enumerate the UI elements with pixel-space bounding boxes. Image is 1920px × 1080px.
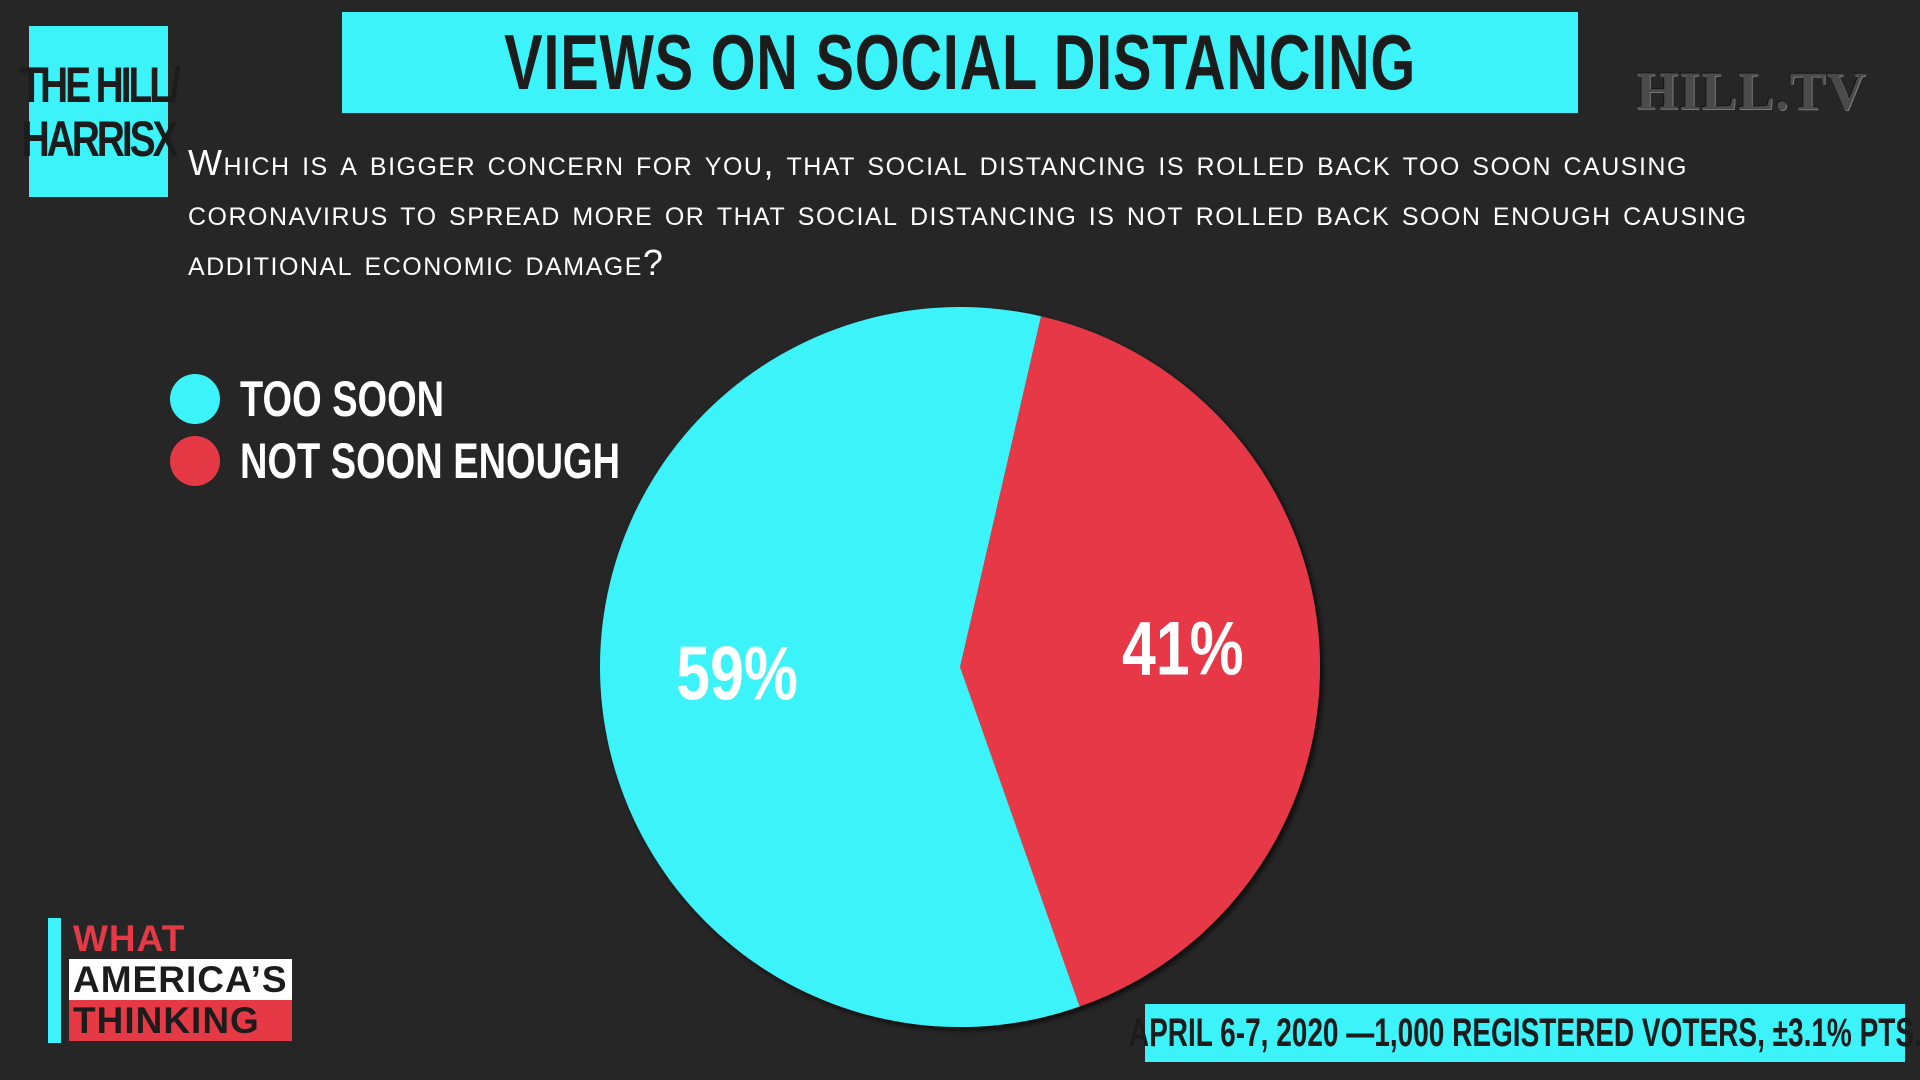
legend-label-not-soon-enough: NOT SOON ENOUGH [240, 433, 621, 489]
survey-question: Which is a bigger concern for you, that … [188, 142, 1748, 283]
chart-title: VIEWS ON SOCIAL DISTANCING [504, 18, 1416, 106]
logo-what: WHAT [73, 918, 186, 959]
legend-label-too-soon: TOO SOON [240, 371, 445, 427]
legend-item-too-soon: TOO SOON [170, 368, 740, 430]
chart-legend: TOO SOON NOT SOON ENOUGH [170, 368, 740, 492]
logo-line-2: HARRISX [21, 110, 179, 167]
what-americas-thinking-logo: WHAT AMERICA’S THINKING [48, 918, 292, 1043]
logo-americas: AMERICA’S [69, 959, 292, 1000]
pie-slice-not-soon-enough [960, 316, 1321, 1007]
legend-swatch-not-soon-enough [170, 436, 220, 486]
legend-swatch-too-soon [170, 374, 220, 424]
logo-thinking: THINKING [69, 1000, 292, 1041]
source-banner: APRIL 6-7, 2020 —1,000 REGISTERED VOTERS… [1129, 1004, 1920, 1062]
logo-accent-bar [48, 918, 61, 1043]
title-banner: VIEWS ON SOCIAL DISTANCING [342, 12, 1578, 113]
pie-slice-too-soon [600, 306, 1080, 1027]
logo-line-1: THE HILL/ [19, 56, 180, 113]
the-hill-harrisx-logo: THE HILL/ HARRISX [19, 26, 181, 197]
source-text: APRIL 6-7, 2020 —1,000 REGISTERED VOTERS… [1128, 1010, 1920, 1055]
legend-item-not-soon-enough: NOT SOON ENOUGH [170, 430, 740, 492]
hill-tv-watermark: HILL.TV [1636, 61, 1867, 121]
